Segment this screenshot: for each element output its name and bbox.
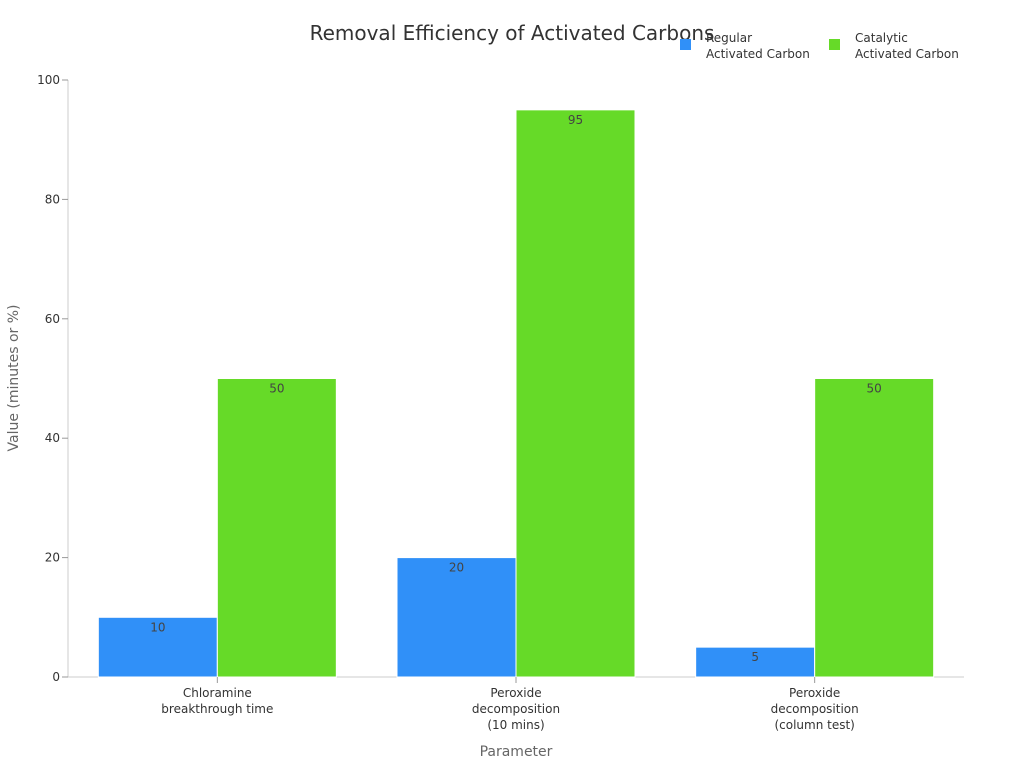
x-axis-label: Parameter xyxy=(480,744,553,760)
bar-value-label: 5 xyxy=(751,650,759,664)
legend-label: Catalytic Activated Carbon xyxy=(855,31,959,61)
x-tick-label: Chloramine breakthrough time xyxy=(161,686,273,716)
bar-value-label: 50 xyxy=(269,382,284,396)
bar[interactable] xyxy=(97,616,218,678)
plot-area: 0 20 40 60 80 100 10 50 Chloramine breakthrough t… xyxy=(37,73,964,732)
y-tick-label: 80 xyxy=(45,192,60,206)
x-tick-label: Peroxide decomposition (10 mins) xyxy=(472,686,560,732)
bar[interactable] xyxy=(695,646,816,678)
y-axis-label: Value (minutes or %) xyxy=(6,304,22,451)
bar-value-label: 95 xyxy=(568,113,583,127)
y-tick-label: 100 xyxy=(37,73,60,87)
bar-value-label: 50 xyxy=(867,382,882,396)
y-tick-label: 0 xyxy=(52,670,60,684)
bar[interactable] xyxy=(396,557,517,678)
bar-value-label: 20 xyxy=(449,561,464,575)
bar[interactable] xyxy=(216,378,337,678)
bar[interactable] xyxy=(814,378,935,678)
x-tick-label: Peroxide decomposition (column test) xyxy=(771,686,859,732)
chart-title: Removal Efficiency of Activated Carbons xyxy=(310,21,715,45)
legend-swatch xyxy=(680,39,691,50)
bar[interactable] xyxy=(515,109,636,678)
bar-value-label: 10 xyxy=(150,620,165,634)
legend-swatch xyxy=(829,39,840,50)
y-tick-label: 40 xyxy=(45,431,60,445)
y-tick-label: 20 xyxy=(45,551,60,565)
legend: Regular Activated Carbon Catalytic Activate… xyxy=(680,31,959,61)
y-tick-label: 60 xyxy=(45,312,60,326)
legend-label: Regular Activated Carbon xyxy=(706,31,810,61)
